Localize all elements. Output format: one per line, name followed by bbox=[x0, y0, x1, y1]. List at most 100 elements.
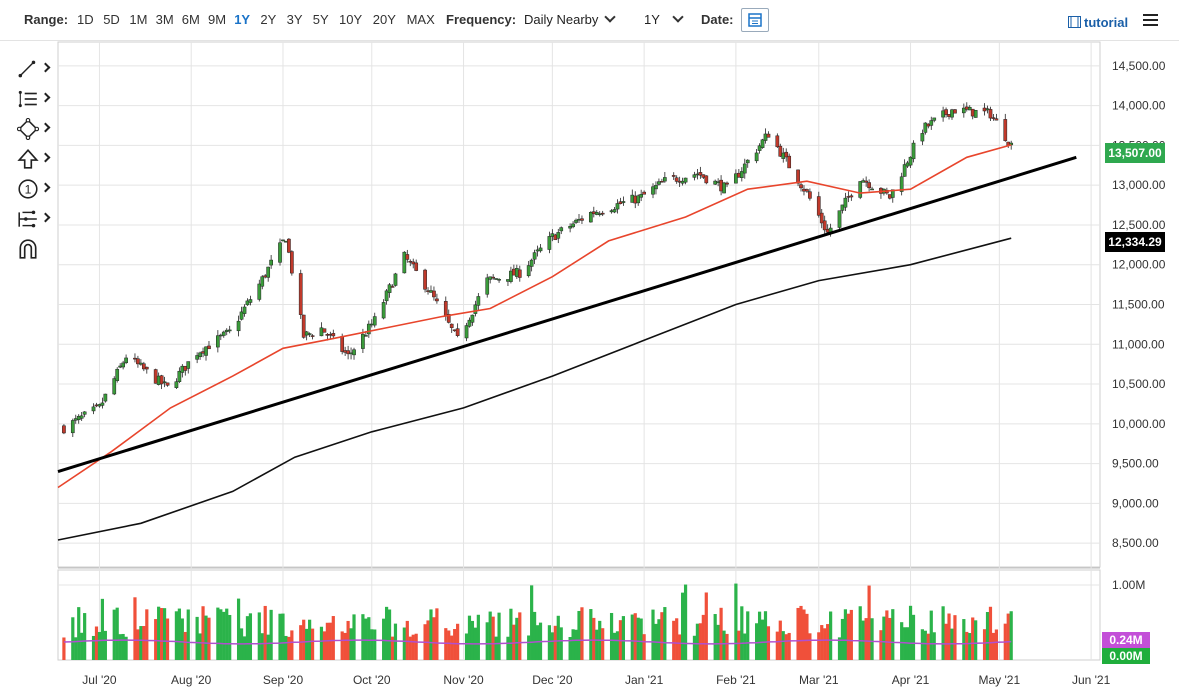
range-1m[interactable]: 1M bbox=[129, 12, 148, 27]
volume-bar bbox=[201, 606, 205, 660]
candle-body bbox=[1003, 119, 1008, 141]
volume-bar bbox=[716, 624, 720, 660]
range-1y[interactable]: 1Y bbox=[234, 12, 251, 27]
candle-body bbox=[266, 266, 271, 278]
candle-body bbox=[547, 236, 552, 250]
candle-body bbox=[760, 139, 765, 148]
candle-body bbox=[594, 212, 599, 215]
candle-body bbox=[195, 355, 199, 360]
magnet-tool[interactable] bbox=[14, 236, 54, 260]
volume-bar bbox=[142, 626, 146, 660]
up-arrow-icon bbox=[17, 148, 39, 169]
volume-label: 0.00M bbox=[1102, 648, 1150, 664]
volume-bar bbox=[609, 612, 614, 660]
range-9m[interactable]: 9M bbox=[208, 12, 227, 27]
candle-body bbox=[671, 175, 676, 177]
shapes-tool[interactable] bbox=[14, 116, 54, 140]
range-1d[interactable]: 1D bbox=[77, 12, 94, 27]
volume-bar bbox=[467, 615, 472, 660]
volume-bar bbox=[160, 608, 164, 660]
volume-bar bbox=[900, 622, 904, 660]
range-6m[interactable]: 6M bbox=[181, 12, 200, 27]
arrow-tool[interactable] bbox=[14, 146, 54, 170]
range-3y[interactable]: 3Y bbox=[286, 12, 303, 27]
candle-body bbox=[364, 335, 368, 337]
hamburger-icon[interactable] bbox=[1143, 14, 1158, 26]
candle-body bbox=[248, 299, 253, 303]
volume-bar bbox=[630, 614, 634, 660]
volume-bar bbox=[941, 606, 945, 660]
period-select[interactable]: 1Y bbox=[644, 11, 684, 27]
candle-body bbox=[79, 415, 84, 419]
x-tick-label: Feb '21 bbox=[716, 673, 756, 687]
candle-body bbox=[612, 209, 617, 213]
volume-bar bbox=[77, 607, 81, 660]
candle-body bbox=[236, 320, 241, 332]
volume-bar bbox=[701, 614, 705, 660]
volume-bar bbox=[601, 628, 605, 660]
volume-bar bbox=[920, 629, 924, 660]
volume-bar bbox=[281, 613, 285, 660]
x-tick-label: May '21 bbox=[979, 673, 1021, 687]
volume-bar bbox=[177, 608, 181, 660]
volume-bar bbox=[390, 636, 395, 660]
volume-bar bbox=[820, 625, 824, 660]
candle-body bbox=[837, 210, 842, 228]
volume-bar bbox=[766, 626, 771, 660]
candle-body bbox=[298, 273, 303, 315]
range-2y[interactable]: 2Y bbox=[260, 12, 277, 27]
measure-tool[interactable] bbox=[14, 206, 54, 230]
volume-bar bbox=[364, 618, 368, 660]
volume-bar bbox=[826, 624, 830, 660]
candle-body bbox=[843, 197, 848, 208]
range-5d[interactable]: 5D bbox=[103, 12, 120, 27]
range-max[interactable]: MAX bbox=[406, 12, 435, 27]
range-10y[interactable]: 10Y bbox=[339, 12, 363, 27]
annotation-tool[interactable]: 1 bbox=[14, 176, 54, 200]
volume-bar bbox=[683, 584, 688, 660]
candle-body bbox=[967, 106, 972, 111]
x-tick-label: Nov '20 bbox=[443, 673, 484, 687]
frequency-select[interactable]: Daily Nearby bbox=[524, 11, 617, 27]
volume-bar bbox=[245, 616, 250, 660]
range-20y[interactable]: 20Y bbox=[372, 12, 396, 27]
volume-bar bbox=[663, 607, 667, 660]
volume-bar bbox=[929, 610, 933, 660]
x-tick-label: Jul '20 bbox=[82, 673, 117, 687]
candle-body bbox=[642, 191, 646, 195]
candle-body bbox=[734, 173, 738, 184]
trendline-tool[interactable] bbox=[14, 56, 54, 80]
candle-body bbox=[890, 189, 895, 198]
volume-bar bbox=[882, 616, 886, 660]
candle-body bbox=[849, 195, 854, 198]
volume-bar bbox=[580, 607, 584, 660]
volume-bar bbox=[435, 608, 439, 660]
candle-body bbox=[82, 411, 87, 415]
volume-bar bbox=[784, 634, 788, 660]
candle-body bbox=[867, 182, 871, 189]
trendline[interactable] bbox=[57, 155, 1077, 473]
volume-bar bbox=[994, 629, 998, 660]
volume-bar bbox=[444, 628, 448, 660]
candle-body bbox=[805, 189, 809, 192]
candle-body bbox=[639, 194, 644, 198]
candle-body bbox=[778, 145, 783, 157]
volume-bar bbox=[891, 609, 895, 660]
volume-bar bbox=[402, 627, 406, 660]
volume-bar bbox=[198, 633, 202, 660]
list-lines-icon bbox=[18, 90, 37, 108]
date-picker-button[interactable] bbox=[741, 8, 769, 32]
fibonacci-tool[interactable] bbox=[14, 86, 54, 110]
candle-body bbox=[799, 184, 803, 189]
range-3m[interactable]: 3M bbox=[155, 12, 174, 27]
candle-body bbox=[340, 336, 345, 352]
volume-bar bbox=[100, 598, 105, 660]
candle-body bbox=[281, 239, 285, 242]
volume-bar bbox=[574, 629, 578, 660]
volume-bar bbox=[953, 615, 957, 660]
volume-bar bbox=[968, 633, 972, 660]
range-5y[interactable]: 5Y bbox=[312, 12, 329, 27]
tutorial-link[interactable]: tutorial bbox=[1068, 15, 1128, 30]
candle-body bbox=[141, 363, 146, 370]
